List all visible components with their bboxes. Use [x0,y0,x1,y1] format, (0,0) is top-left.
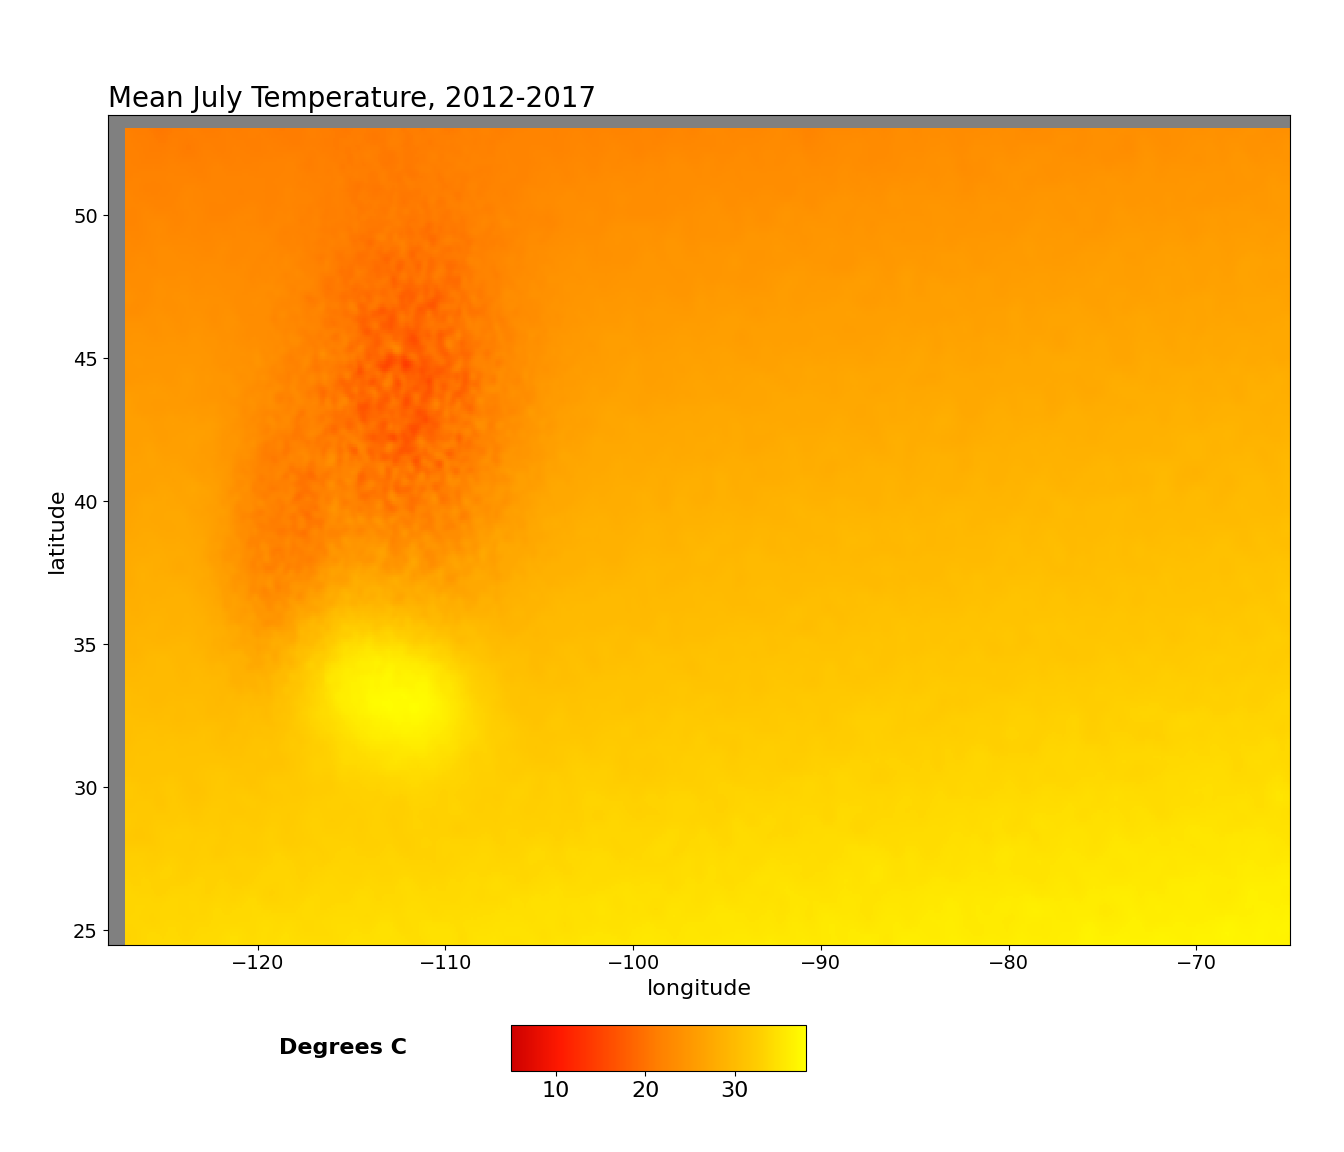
Text: Mean July Temperature, 2012-2017: Mean July Temperature, 2012-2017 [108,85,595,113]
Y-axis label: latitude: latitude [47,487,67,573]
X-axis label: longitude: longitude [646,979,751,999]
Text: Degrees C: Degrees C [280,1038,407,1059]
